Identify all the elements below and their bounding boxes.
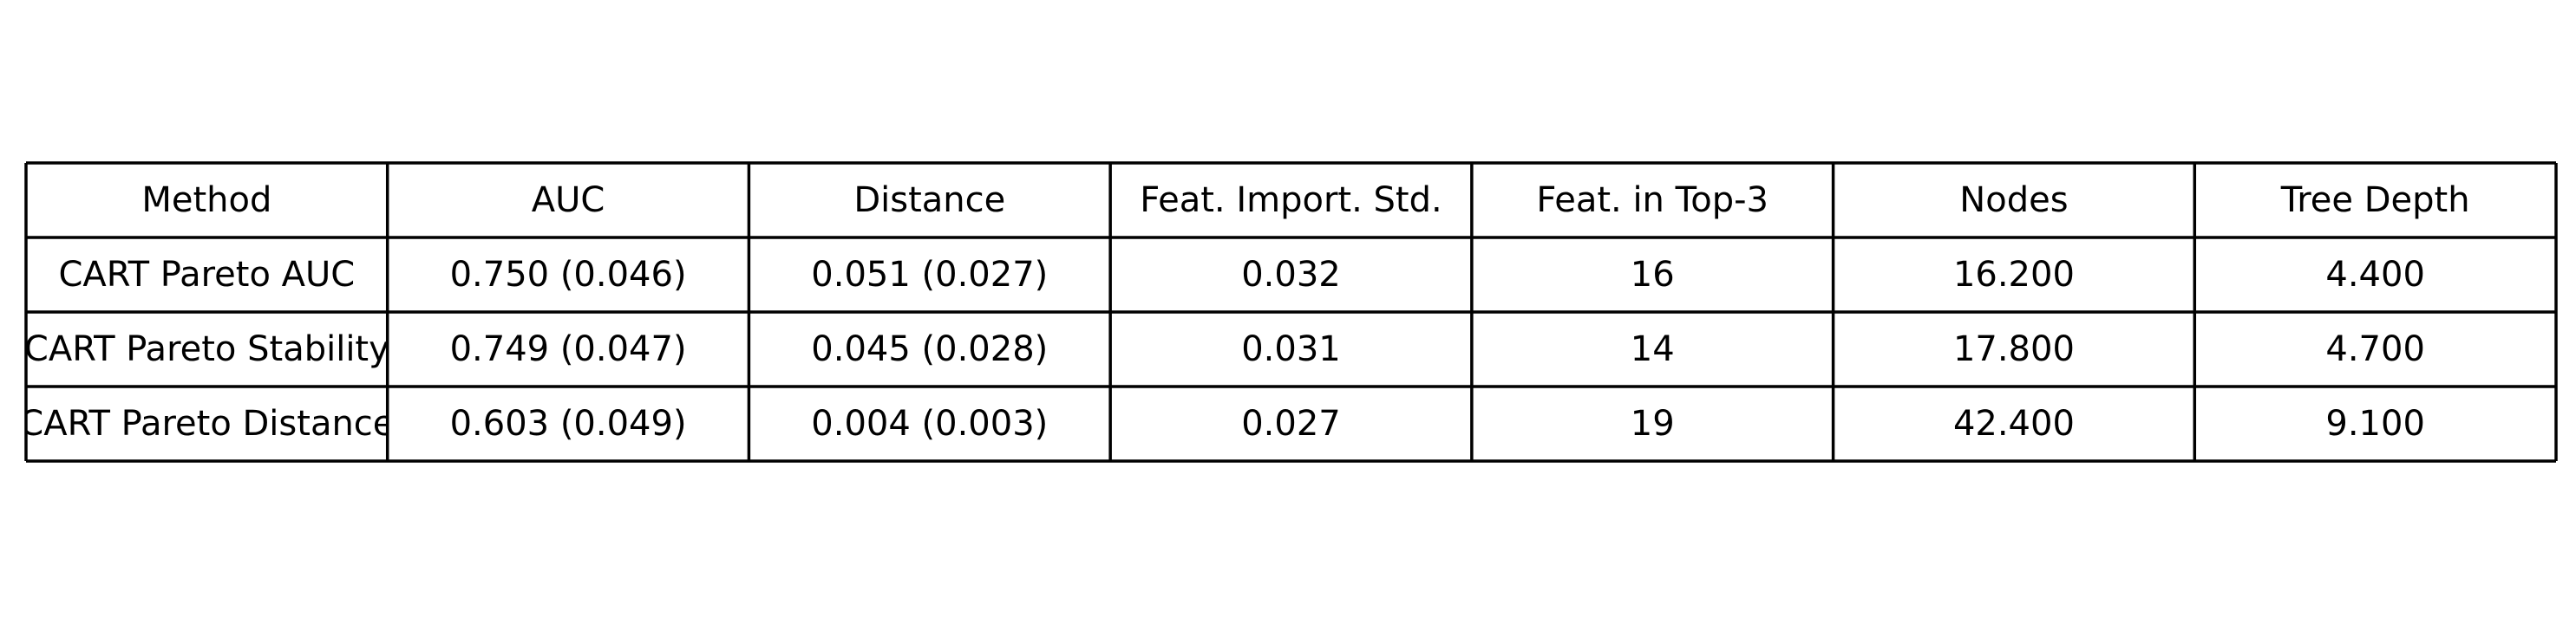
table-cell: 42.400 [1953,404,2075,444]
table-cell: 0.749 (0.047) [450,329,687,369]
column-header: Method [141,180,271,220]
table-cell: 0.027 [1241,404,1341,444]
table-cell: 4.400 [2325,255,2425,295]
column-header: Feat. in Top-3 [1536,180,1769,220]
table-cells: Method AUC Distance Feat. Import. Std. Feat.… [19,180,2470,444]
column-header: Nodes [1959,180,2068,220]
table-cell: 0.045 (0.028) [811,329,1048,369]
table-cell: 0.032 [1241,255,1341,295]
table-cell: 4.700 [2325,329,2425,369]
row-label: CART Pareto Stability [24,329,389,369]
table-cell: 16 [1631,255,1675,295]
table-cell: 16.200 [1953,255,2075,295]
table-cell: 0.051 (0.027) [811,255,1048,295]
table-grid [24,161,2558,463]
column-header: Feat. Import. Std. [1140,180,1442,220]
table-cell: 14 [1631,329,1675,369]
column-header: Distance [853,180,1005,220]
table-cell: 0.750 (0.046) [450,255,687,295]
table-cell: 9.100 [2325,404,2425,444]
row-label: CART Pareto Distance [19,404,394,444]
table-cell: 0.004 (0.003) [811,404,1048,444]
table-cell: 17.800 [1953,329,2075,369]
table-cell: 0.031 [1241,329,1341,369]
column-header: Tree Depth [2280,180,2470,220]
column-header: AUC [532,180,605,220]
table-cell: 0.603 (0.049) [450,404,687,444]
table-cell: 19 [1631,404,1675,444]
row-label: CART Pareto AUC [58,255,355,295]
